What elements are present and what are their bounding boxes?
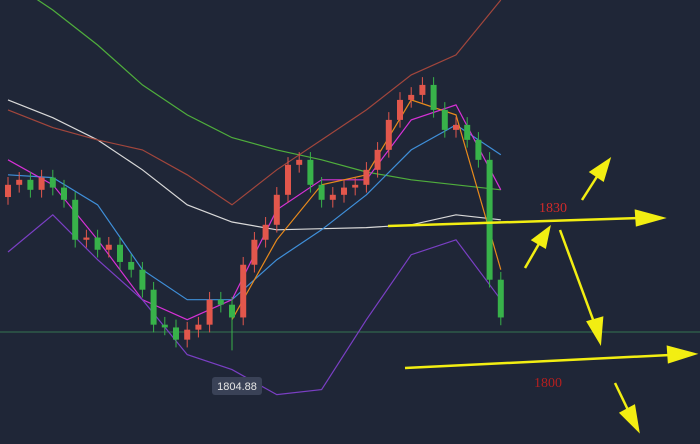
candle-body bbox=[273, 194, 280, 225]
arrow-line bbox=[404, 353, 671, 370]
indicator-line bbox=[7, 99, 501, 231]
indicator-line bbox=[7, 0, 502, 206]
low-label: 1804.88 bbox=[217, 381, 257, 393]
candle-body bbox=[419, 84, 426, 95]
candle-body bbox=[240, 264, 247, 318]
candle-body bbox=[251, 239, 258, 265]
candle-body bbox=[307, 159, 314, 185]
candle-body bbox=[453, 124, 459, 130]
arrow-head bbox=[588, 157, 612, 182]
candle-body bbox=[352, 184, 359, 188]
arrow-head bbox=[618, 404, 640, 434]
arrow-head bbox=[530, 225, 551, 249]
candle-body bbox=[296, 159, 303, 165]
arrow-head bbox=[634, 209, 667, 227]
candle-body bbox=[61, 187, 67, 200]
arrow-line bbox=[387, 216, 641, 228]
candle-body bbox=[128, 261, 135, 270]
level-label: 1830 bbox=[539, 201, 567, 216]
candle-body bbox=[5, 184, 11, 198]
candle-body bbox=[430, 84, 437, 110]
candle-body bbox=[49, 177, 56, 188]
low-label-box bbox=[212, 377, 262, 395]
candle-body bbox=[464, 124, 471, 140]
candle-body bbox=[83, 237, 90, 240]
candle-body bbox=[329, 194, 336, 200]
arrow-line bbox=[523, 241, 542, 269]
candle-body bbox=[195, 324, 202, 330]
level-label: 1800 bbox=[534, 376, 562, 391]
candle-body bbox=[150, 289, 157, 325]
indicator-line bbox=[36, 0, 501, 191]
candle-body bbox=[262, 224, 269, 240]
candle-body bbox=[486, 159, 493, 280]
arrow-head bbox=[586, 316, 604, 346]
candle-body bbox=[206, 299, 213, 325]
candle-body bbox=[94, 237, 101, 250]
candle-body bbox=[318, 184, 325, 200]
candle-body bbox=[285, 164, 291, 195]
candle-body bbox=[385, 119, 392, 150]
candle-body bbox=[27, 179, 34, 190]
candle-body bbox=[184, 329, 191, 340]
candle-body bbox=[374, 149, 381, 170]
candle-body bbox=[363, 169, 370, 185]
candle-body bbox=[38, 177, 45, 190]
candle-body bbox=[229, 304, 235, 318]
candle-body bbox=[341, 187, 347, 195]
candle-body bbox=[408, 94, 415, 100]
arrow-line bbox=[580, 174, 600, 201]
candle-body bbox=[217, 299, 224, 305]
annotation-arrows bbox=[387, 157, 699, 434]
candles bbox=[5, 77, 504, 351]
candle-body bbox=[117, 244, 123, 262]
arrow-line bbox=[558, 229, 597, 326]
candle-body bbox=[397, 99, 403, 120]
arrow-head bbox=[666, 345, 699, 364]
arrow-line bbox=[613, 382, 630, 411]
candle-body bbox=[441, 109, 448, 130]
candle-body bbox=[16, 179, 23, 185]
candle-body bbox=[139, 269, 146, 290]
candle-body bbox=[72, 199, 79, 240]
candle-body bbox=[173, 327, 179, 340]
candle-body bbox=[475, 139, 482, 160]
candle-body bbox=[161, 324, 168, 328]
candle-body bbox=[497, 279, 504, 318]
candle-body bbox=[105, 244, 112, 250]
